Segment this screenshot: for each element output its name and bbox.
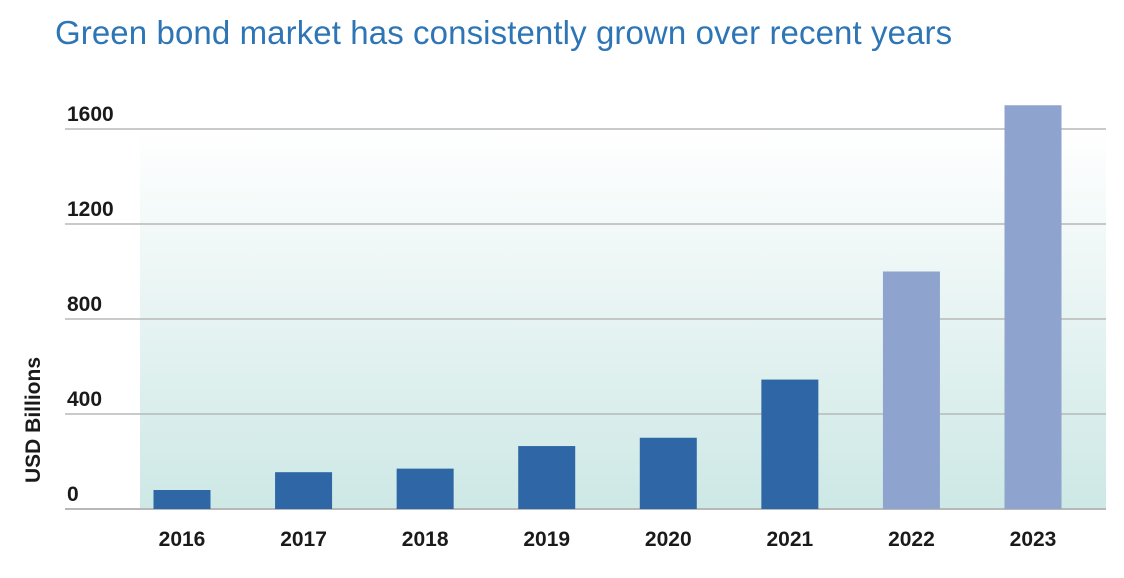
y-tick-label: 400 [67,388,102,411]
bar-2019 [518,446,576,509]
x-tick-label: 2021 [766,528,813,551]
x-tick-label: 2022 [888,528,935,551]
y-tick-label: 0 [67,483,79,506]
y-tick-label: 1600 [67,103,114,126]
y-tick-label: 800 [67,293,102,316]
y-tick-label: 1200 [67,198,114,221]
bar-2022 [882,271,940,509]
x-tick-label: 2019 [523,528,570,551]
bar-2016 [153,490,211,509]
bar-2023 [1004,105,1062,509]
x-tick-label: 2023 [1010,528,1057,551]
x-tick-label: 2017 [280,528,327,551]
bar-2021 [761,379,819,509]
x-tick-label: 2016 [159,528,206,551]
x-tick-label: 2018 [402,528,449,551]
bar-2020 [639,437,697,509]
x-tick-label: 2020 [645,528,692,551]
y-axis-label: USD Billions [22,357,45,483]
chart-title: Green bond market has consistently grown… [55,14,953,51]
bar-2017 [275,472,333,509]
bar-2018 [396,468,454,509]
